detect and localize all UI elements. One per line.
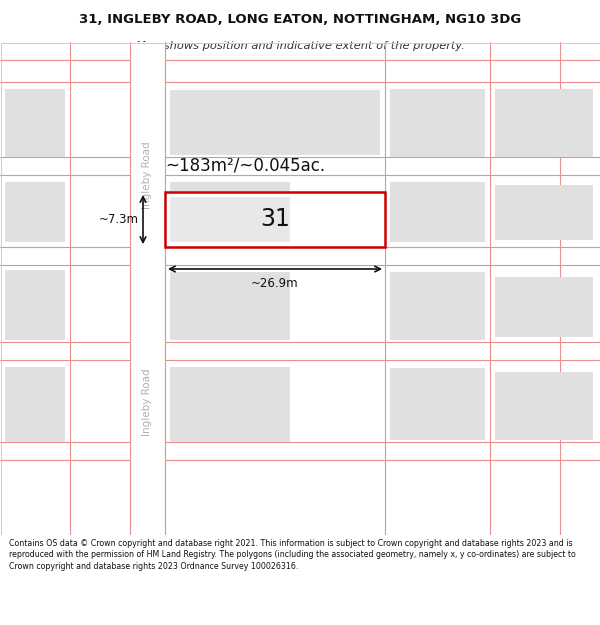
Text: 31, INGLEBY ROAD, LONG EATON, NOTTINGHAM, NG10 3DG: 31, INGLEBY ROAD, LONG EATON, NOTTINGHAM… (79, 12, 521, 26)
Text: Ingleby Road: Ingleby Road (143, 368, 152, 436)
Bar (0, 157, 600, 175)
Text: Map shows position and indicative extent of the property.: Map shows position and indicative extent… (136, 41, 464, 51)
Bar (495, 89, 593, 157)
Text: ~183m²/~0.045ac.: ~183m²/~0.045ac. (165, 156, 325, 174)
Text: Contains OS data © Crown copyright and database right 2021. This information is : Contains OS data © Crown copyright and d… (9, 539, 576, 571)
Text: Ingleby Road: Ingleby Road (143, 141, 152, 209)
Bar (170, 197, 290, 242)
Bar (0, 442, 600, 460)
Bar (0, 60, 600, 82)
Bar (170, 367, 290, 442)
Bar (165, 192, 385, 247)
Bar (5, 89, 65, 157)
Bar (0, 247, 600, 265)
Bar (495, 277, 593, 337)
Bar (5, 270, 65, 340)
Bar (390, 272, 485, 340)
Bar (170, 90, 380, 155)
Text: 31: 31 (260, 208, 290, 231)
Bar (390, 89, 485, 157)
Bar (170, 182, 290, 242)
Bar (0, 342, 600, 360)
Bar (5, 182, 65, 242)
Text: ~7.3m: ~7.3m (99, 213, 139, 226)
Bar (495, 372, 593, 440)
Bar (495, 185, 593, 240)
Bar (170, 272, 290, 340)
Bar (390, 182, 485, 242)
Bar (5, 367, 65, 442)
Bar (390, 368, 485, 440)
Text: ~26.9m: ~26.9m (251, 277, 299, 290)
Bar (130, 42, 165, 535)
